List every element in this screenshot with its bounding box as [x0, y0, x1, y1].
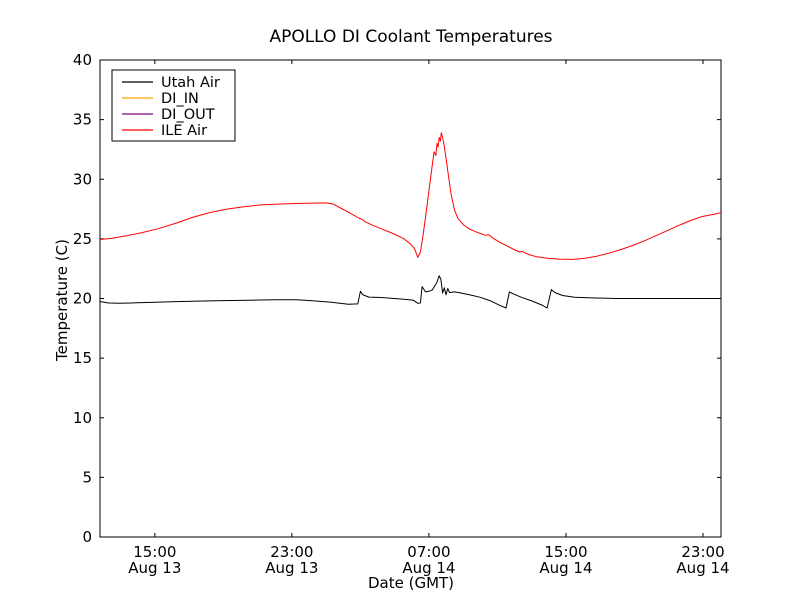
y-tick-label: 25 — [73, 230, 92, 248]
x-tick-label-time: 15:00 — [544, 543, 587, 561]
legend-label-ile-air: ILE Air — [161, 123, 207, 139]
y-tick-label: 30 — [73, 170, 92, 188]
legend-label-di-in: DI_IN — [161, 91, 199, 107]
series-utah-air-line — [99, 275, 721, 309]
y-tick-label: 15 — [73, 349, 92, 367]
x-tick-label-date: Aug 14 — [676, 559, 729, 577]
x-tick-label-date: Aug 13 — [265, 559, 318, 577]
x-tick-label-date: Aug 14 — [402, 559, 455, 577]
x-tick-label-time: 15:00 — [133, 543, 176, 561]
y-axis-label: Temperature (C) — [53, 239, 71, 361]
x-axis-label: Date (GMT) — [367, 574, 455, 592]
x-tick-label-time: 23:00 — [270, 543, 313, 561]
x-tick-label-date: Aug 14 — [539, 559, 592, 577]
y-tick-label: 20 — [73, 290, 92, 308]
x-tick-label-date: Aug 13 — [128, 559, 181, 577]
legend-label-di-out: DI_OUT — [161, 107, 215, 123]
chart-title: APOLLO DI Coolant Temperatures — [269, 27, 553, 47]
y-tick-label: 10 — [73, 409, 92, 427]
y-tick-label: 5 — [82, 468, 92, 486]
series-ile-air-line — [99, 132, 722, 260]
y-tick-label: 0 — [82, 528, 92, 546]
legend-label-utah-air: Utah Air — [161, 75, 220, 91]
y-tick-label: 35 — [73, 111, 92, 129]
x-tick-label-time: 23:00 — [681, 543, 724, 561]
y-tick-label: 40 — [73, 51, 92, 69]
x-tick-label-time: 07:00 — [407, 543, 450, 561]
